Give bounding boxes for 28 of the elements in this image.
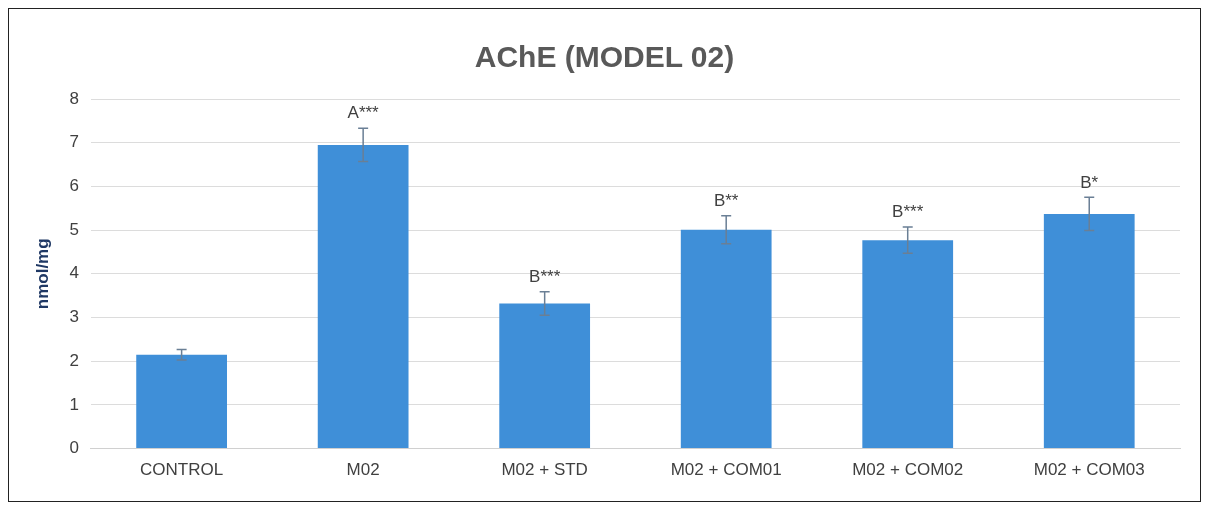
x-tick-label: CONTROL bbox=[140, 460, 224, 480]
annotation: A*** bbox=[347, 103, 380, 123]
bar bbox=[1043, 213, 1135, 449]
annotation: B*** bbox=[892, 202, 924, 222]
y-tick-label: 3 bbox=[69, 307, 79, 327]
y-tick-label: 1 bbox=[69, 394, 79, 414]
y-tick-label: 7 bbox=[69, 132, 79, 152]
y-tick-label: 2 bbox=[69, 350, 79, 370]
x-tick-label: M02 + COM03 bbox=[1033, 460, 1145, 480]
x-tick-label: M02 bbox=[346, 460, 380, 480]
bar bbox=[680, 229, 772, 449]
y-tick-label: 4 bbox=[69, 263, 79, 283]
y-tick-label: 0 bbox=[69, 438, 79, 458]
y-tick-label: 5 bbox=[69, 219, 79, 239]
annotation: B*** bbox=[529, 266, 561, 286]
annotation: B** bbox=[713, 190, 739, 210]
bar bbox=[862, 240, 954, 449]
x-tick-label: M02 + STD bbox=[501, 460, 588, 480]
annotation: B* bbox=[1080, 172, 1099, 192]
x-tick-label: M02 + COM01 bbox=[670, 460, 782, 480]
chart-title: AChE (MODEL 02) bbox=[474, 40, 735, 74]
bar bbox=[317, 144, 409, 449]
bar bbox=[499, 303, 591, 449]
y-axis-title: nmol/mg bbox=[32, 238, 52, 310]
x-tick-label: M02 + COM02 bbox=[852, 460, 964, 480]
y-tick-label: 8 bbox=[69, 88, 79, 108]
bar bbox=[136, 354, 227, 449]
y-tick-label: 6 bbox=[69, 176, 79, 196]
